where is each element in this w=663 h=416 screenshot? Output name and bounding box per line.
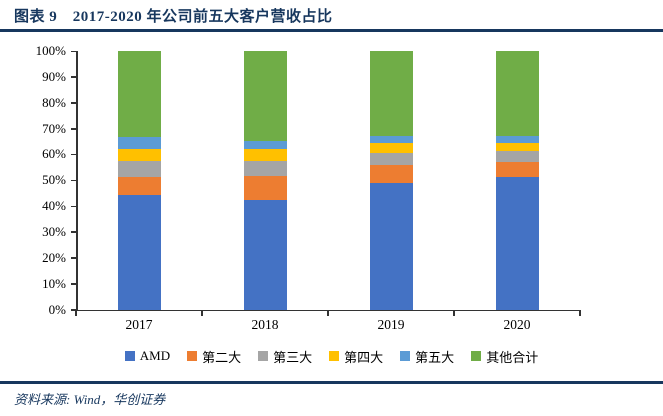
- bar-segment-第三大-2019: [369, 152, 413, 165]
- bar-segment-第二大-2018: [243, 176, 287, 201]
- bar-segment-第四大-2017: [117, 149, 161, 162]
- y-axis: [76, 51, 78, 311]
- x-label-2020: 2020: [503, 316, 531, 332]
- bar-2019: [369, 51, 413, 310]
- y-tick-label: 30%: [42, 223, 66, 239]
- x-label-2019: 2019: [377, 316, 405, 332]
- bar-segment-其他合计-2018: [243, 51, 287, 141]
- y-tick-label: 100%: [35, 43, 66, 58]
- bar-segment-第二大-2017: [117, 177, 161, 195]
- y-tick-label: 90%: [42, 68, 66, 84]
- bar-segment-第二大-2020: [495, 161, 539, 178]
- legend-item-第四大: 第四大: [329, 347, 383, 366]
- legend-item-第二大: 第二大: [187, 347, 241, 366]
- y-tick-mark: [71, 309, 76, 311]
- legend-label-第四大: 第四大: [344, 349, 384, 365]
- bar-2017: [117, 51, 161, 310]
- bar-segment-第三大-2017: [117, 161, 161, 178]
- x-tick-mark: [75, 309, 77, 316]
- y-tick-mark: [71, 257, 76, 259]
- legend-swatch-第四大: [329, 351, 340, 361]
- bar-segment-第五大-2019: [369, 136, 413, 143]
- bar-segment-其他合计-2019: [369, 51, 413, 137]
- bar-segment-AMD-2018: [243, 200, 287, 310]
- y-tick-label: 20%: [42, 249, 66, 265]
- y-tick-label: 10%: [42, 275, 66, 291]
- legend-item-AMD: AMD: [124, 348, 171, 364]
- legend-swatch-其他合计: [471, 351, 482, 361]
- title-divider: [0, 29, 663, 32]
- y-tick-mark: [71, 283, 76, 285]
- legend-swatch-第三大: [258, 351, 269, 361]
- bar-segment-第三大-2018: [243, 161, 287, 177]
- bar-segment-第二大-2019: [369, 164, 413, 183]
- y-tick-mark: [71, 179, 76, 182]
- bar-segment-第四大-2020: [495, 142, 539, 152]
- bar-segment-其他合计-2020: [495, 51, 539, 136]
- bar-segment-第五大-2017: [117, 137, 161, 150]
- legend-swatch-AMD: [124, 351, 135, 361]
- y-tick-mark: [71, 76, 76, 78]
- chart-legend: AMD 第二大 第三大 第四大 第五大 其他合计: [0, 347, 663, 365]
- bar-segment-其他合计-2017: [117, 51, 161, 138]
- x-tick-mark: [579, 309, 581, 316]
- bar-2018: [243, 51, 287, 310]
- legend-swatch-第二大: [187, 351, 198, 361]
- bar-segment-第四大-2018: [243, 149, 287, 162]
- bar-segment-第五大-2018: [243, 141, 287, 149]
- y-tick-mark: [71, 128, 76, 130]
- stacked-bar-chart: 0% 10% 20% 30% 40% 50% 60% 70% 80% 90% 100% 2017 201…: [0, 34, 663, 374]
- y-tick-label: 40%: [42, 198, 66, 214]
- legend-label-第五大: 第五大: [415, 349, 455, 365]
- x-label-2017: 2017: [125, 316, 153, 332]
- legend-swatch-第五大: [400, 351, 411, 361]
- bar-segment-第四大-2019: [369, 142, 413, 153]
- y-tick-mark: [71, 231, 76, 233]
- y-tick-label: 80%: [42, 94, 66, 110]
- y-tick-label: 50%: [42, 172, 66, 188]
- legend-label-第二大: 第二大: [202, 349, 242, 365]
- bar-segment-AMD-2017: [117, 195, 161, 310]
- source-note: 资料来源: Wind，华创证券: [14, 392, 166, 407]
- y-tick-mark: [71, 50, 76, 52]
- chart-title: 图表 9 2017-2020 年公司前五大客户营收占比: [14, 9, 333, 25]
- y-tick-mark: [71, 153, 76, 156]
- y-tick-mark: [71, 102, 76, 104]
- y-tick-label: 60%: [42, 146, 66, 162]
- x-tick-mark: [201, 309, 203, 316]
- x-tick-mark: [327, 309, 329, 316]
- legend-item-第五大: 第五大: [400, 347, 454, 366]
- bar-segment-AMD-2020: [495, 177, 539, 310]
- y-tick-label: 0%: [48, 301, 66, 317]
- footer-divider: [0, 381, 663, 384]
- y-tick-mark: [71, 205, 76, 208]
- legend-item-其他合计: 其他合计: [471, 347, 538, 366]
- bar-segment-第五大-2020: [495, 135, 539, 143]
- legend-item-第三大: 第三大: [258, 347, 312, 366]
- legend-label-第三大: 第三大: [273, 349, 313, 365]
- y-tick-label: 70%: [42, 120, 66, 136]
- x-label-2018: 2018: [251, 316, 279, 332]
- bar-segment-AMD-2019: [369, 182, 413, 310]
- x-tick-mark: [453, 309, 455, 316]
- bar-2020: [495, 51, 539, 310]
- legend-label-其他合计: 其他合计: [486, 349, 539, 365]
- bar-segment-第三大-2020: [495, 151, 539, 162]
- legend-label-AMD: AMD: [139, 348, 171, 363]
